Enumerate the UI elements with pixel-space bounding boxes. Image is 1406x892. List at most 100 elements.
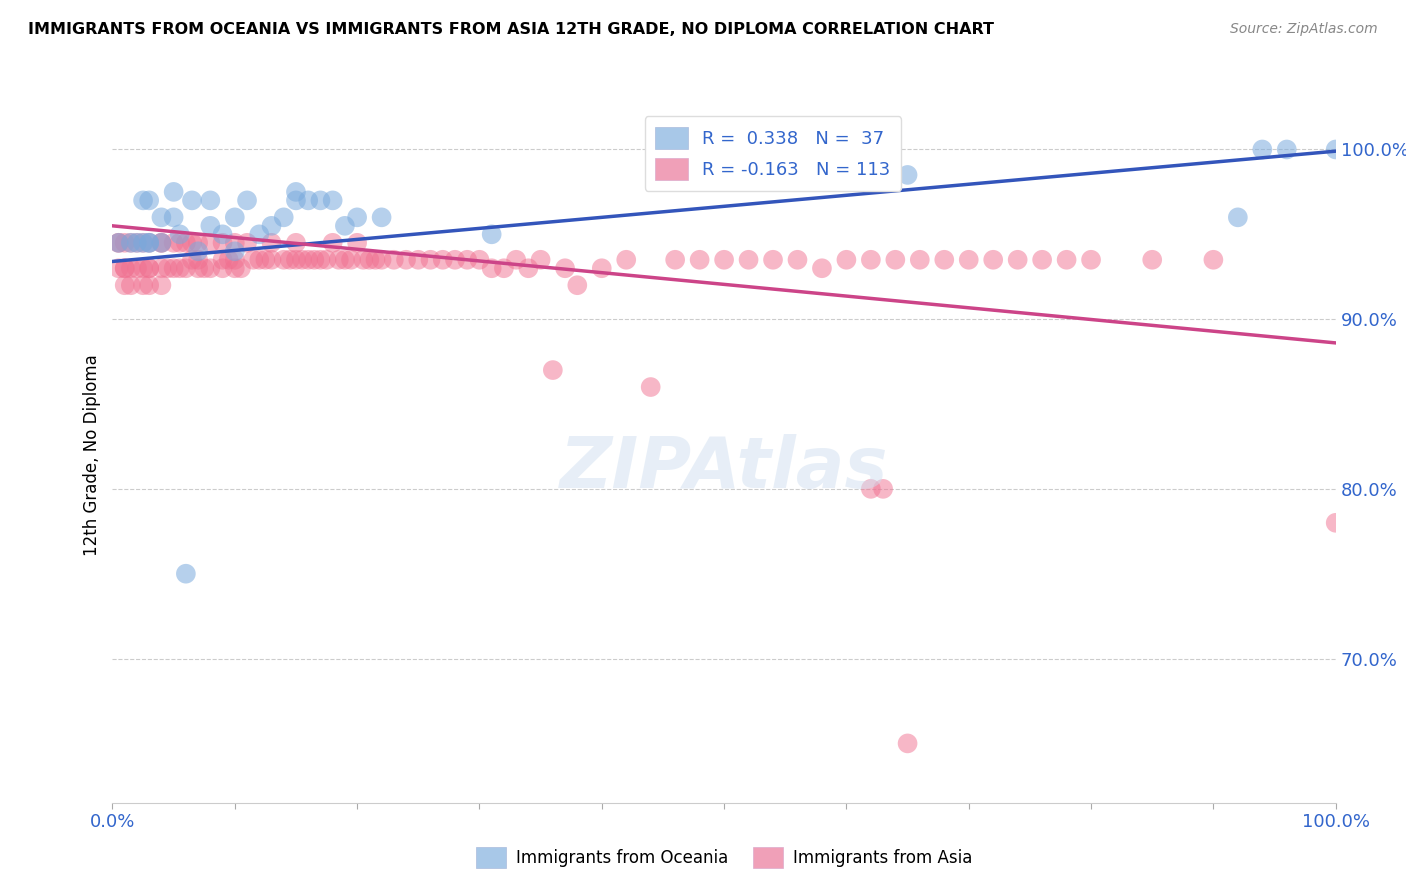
Point bbox=[1275, 143, 1298, 157]
Point bbox=[957, 252, 980, 267]
Point bbox=[517, 261, 540, 276]
Point bbox=[872, 482, 894, 496]
Point bbox=[247, 227, 270, 242]
Point bbox=[981, 252, 1004, 267]
Point bbox=[200, 194, 222, 208]
Point bbox=[138, 261, 160, 276]
Point bbox=[138, 194, 160, 208]
Point bbox=[884, 252, 907, 267]
Point bbox=[211, 235, 233, 250]
Point bbox=[107, 235, 129, 250]
Point bbox=[132, 194, 155, 208]
Point bbox=[934, 252, 956, 267]
Point bbox=[224, 252, 246, 267]
Point bbox=[120, 235, 142, 250]
Point bbox=[125, 235, 148, 250]
Point bbox=[193, 261, 215, 276]
Point bbox=[322, 194, 344, 208]
Point bbox=[1226, 211, 1249, 225]
Point bbox=[1324, 516, 1347, 530]
Point bbox=[291, 252, 314, 267]
Point bbox=[125, 235, 148, 250]
Point bbox=[150, 211, 173, 225]
Point bbox=[247, 252, 270, 267]
Point bbox=[737, 252, 759, 267]
Point bbox=[163, 211, 186, 225]
Point bbox=[211, 252, 233, 267]
Point bbox=[897, 736, 920, 750]
Point bbox=[114, 278, 136, 293]
Point bbox=[138, 235, 160, 250]
Text: ZIPAtlas: ZIPAtlas bbox=[560, 434, 889, 503]
Point bbox=[492, 261, 515, 276]
Point bbox=[181, 194, 204, 208]
Point bbox=[1202, 252, 1225, 267]
Point bbox=[211, 261, 233, 276]
Point bbox=[1080, 252, 1102, 267]
Point bbox=[254, 252, 277, 267]
Point bbox=[370, 211, 392, 225]
Point bbox=[297, 252, 319, 267]
Point bbox=[273, 252, 295, 267]
Point bbox=[224, 235, 246, 250]
Point bbox=[150, 261, 173, 276]
Point bbox=[169, 227, 191, 242]
Point bbox=[370, 252, 392, 267]
Point bbox=[468, 252, 491, 267]
Point bbox=[315, 252, 337, 267]
Point bbox=[859, 252, 882, 267]
Point bbox=[762, 252, 785, 267]
Point bbox=[242, 252, 264, 267]
Point bbox=[432, 252, 454, 267]
Point bbox=[107, 261, 129, 276]
Point bbox=[125, 261, 148, 276]
Point bbox=[1031, 252, 1053, 267]
Point bbox=[419, 252, 441, 267]
Point bbox=[150, 278, 173, 293]
Point bbox=[174, 235, 197, 250]
Point bbox=[236, 194, 259, 208]
Point bbox=[284, 252, 308, 267]
Point bbox=[229, 261, 252, 276]
Point bbox=[132, 235, 155, 250]
Point bbox=[333, 252, 356, 267]
Legend: Immigrants from Oceania, Immigrants from Asia: Immigrants from Oceania, Immigrants from… bbox=[470, 841, 979, 874]
Point bbox=[346, 211, 368, 225]
Point bbox=[328, 252, 350, 267]
Point bbox=[132, 235, 155, 250]
Point bbox=[236, 235, 259, 250]
Point bbox=[640, 380, 662, 394]
Point bbox=[163, 185, 186, 199]
Point bbox=[120, 235, 142, 250]
Point bbox=[181, 252, 204, 267]
Point bbox=[872, 168, 894, 182]
Point bbox=[1142, 252, 1164, 267]
Point bbox=[554, 261, 576, 276]
Point bbox=[1056, 252, 1078, 267]
Point bbox=[346, 235, 368, 250]
Point bbox=[614, 252, 637, 267]
Point bbox=[114, 261, 136, 276]
Point bbox=[132, 278, 155, 293]
Point bbox=[481, 227, 503, 242]
Point bbox=[591, 261, 613, 276]
Point bbox=[260, 219, 283, 233]
Point bbox=[150, 235, 173, 250]
Point bbox=[169, 261, 191, 276]
Point bbox=[211, 227, 233, 242]
Point bbox=[187, 252, 209, 267]
Point bbox=[382, 252, 405, 267]
Y-axis label: 12th Grade, No Diploma: 12th Grade, No Diploma bbox=[83, 354, 101, 556]
Point bbox=[200, 261, 222, 276]
Point bbox=[859, 482, 882, 496]
Point bbox=[352, 252, 374, 267]
Point bbox=[169, 235, 191, 250]
Point bbox=[908, 252, 931, 267]
Point bbox=[278, 252, 301, 267]
Point bbox=[786, 252, 808, 267]
Point bbox=[138, 261, 160, 276]
Point bbox=[107, 235, 129, 250]
Point bbox=[150, 235, 173, 250]
Point bbox=[664, 252, 686, 267]
Point bbox=[340, 252, 363, 267]
